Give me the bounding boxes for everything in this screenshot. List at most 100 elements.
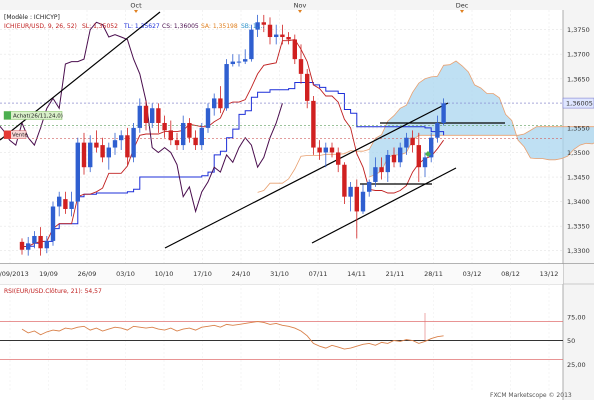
candle[interactable] — [280, 24, 285, 45]
candle[interactable] — [168, 120, 173, 146]
candle[interactable] — [50, 201, 56, 246]
candle[interactable] — [112, 132, 118, 155]
candle-body — [441, 103, 446, 123]
y-tick-label: 1,3750 — [567, 26, 590, 34]
candle[interactable] — [57, 191, 62, 217]
candle[interactable] — [329, 142, 335, 158]
candle[interactable] — [88, 135, 93, 173]
candle[interactable] — [267, 17, 273, 45]
x-tick-label: 04/09/2013 — [0, 270, 29, 278]
candle[interactable] — [162, 115, 167, 138]
candle[interactable] — [69, 191, 74, 217]
candle-body — [354, 186, 359, 212]
buy-signal-icon — [4, 111, 11, 120]
candle[interactable] — [137, 98, 142, 133]
candle[interactable] — [298, 44, 304, 84]
candle-body — [305, 73, 310, 101]
candle[interactable] — [385, 150, 390, 182]
candle[interactable] — [261, 14, 266, 33]
candle[interactable] — [119, 130, 124, 151]
candle[interactable] — [348, 181, 353, 212]
candle[interactable] — [19, 238, 25, 255]
candle[interactable] — [410, 130, 415, 153]
candle[interactable] — [243, 49, 248, 65]
x-tick-label: 13/12 — [540, 270, 559, 278]
senkou-span-b — [369, 126, 594, 178]
candle[interactable] — [75, 137, 80, 205]
candle[interactable] — [336, 147, 341, 173]
candle[interactable] — [125, 127, 130, 165]
chart-tab[interactable]: [Modèle : ICHICYP] — [4, 14, 60, 21]
candle-body — [311, 100, 316, 148]
candle[interactable] — [131, 122, 136, 163]
x-tick-label: 14/11 — [347, 270, 366, 278]
candle[interactable] — [379, 157, 384, 180]
candle[interactable] — [441, 98, 446, 126]
candle[interactable] — [106, 142, 111, 170]
candle[interactable] — [181, 115, 186, 151]
candle-body — [143, 105, 149, 123]
x-tick-label: 24/10 — [232, 270, 251, 278]
candle-body — [274, 34, 279, 38]
candle[interactable] — [274, 24, 279, 45]
candle[interactable] — [404, 132, 409, 155]
candle[interactable] — [205, 103, 211, 133]
candle[interactable] — [218, 86, 223, 114]
candle[interactable] — [249, 24, 254, 62]
rsi-line — [21, 321, 444, 350]
candle[interactable] — [26, 236, 31, 256]
candle[interactable] — [286, 32, 291, 45]
vente-flag-label: Vente — [12, 133, 28, 139]
candle[interactable] — [391, 147, 397, 168]
candle[interactable] — [305, 68, 310, 109]
candle[interactable] — [292, 34, 297, 65]
x-tick-label: 19/09 — [39, 270, 58, 278]
candle[interactable] — [317, 140, 322, 160]
candle[interactable] — [255, 14, 260, 38]
candle[interactable] — [323, 142, 328, 168]
candle[interactable] — [94, 130, 99, 153]
trend-line-main — [164, 102, 449, 249]
candle-body — [218, 98, 223, 109]
candle[interactable] — [32, 231, 37, 249]
candle-body — [323, 147, 328, 153]
time-axis-bg — [0, 0, 594, 10]
candle[interactable] — [342, 162, 347, 205]
candle[interactable] — [398, 142, 403, 168]
candle[interactable] — [156, 103, 161, 133]
candle-body — [94, 142, 99, 148]
candle[interactable] — [100, 137, 105, 163]
candle[interactable] — [360, 184, 366, 214]
candle[interactable] — [174, 132, 180, 151]
candle[interactable] — [230, 54, 235, 67]
candle[interactable] — [44, 235, 49, 254]
candle[interactable] — [311, 95, 316, 155]
candle-body — [50, 206, 56, 241]
candle[interactable] — [38, 227, 43, 256]
candle[interactable] — [422, 152, 428, 178]
candle[interactable] — [224, 59, 229, 111]
candle[interactable] — [150, 103, 155, 128]
candle[interactable] — [416, 132, 421, 182]
candle[interactable] — [81, 132, 87, 175]
candle-body — [137, 105, 142, 128]
candle[interactable] — [236, 54, 242, 67]
price-axis-bg — [563, 10, 594, 400]
candle-body — [236, 61, 242, 63]
candle[interactable] — [429, 132, 434, 163]
candle[interactable] — [435, 115, 440, 143]
candle[interactable] — [63, 191, 68, 214]
candle[interactable] — [212, 93, 217, 116]
candle[interactable] — [373, 157, 378, 187]
candle[interactable] — [193, 130, 198, 151]
x-tick-label: 17/10 — [193, 270, 212, 278]
candle[interactable] — [143, 100, 149, 131]
rsi-legend: RSI(EUR/USD.Clôture, 21): 54,57 — [4, 288, 102, 295]
candle[interactable] — [354, 179, 359, 239]
candle[interactable] — [187, 118, 192, 143]
candle[interactable] — [199, 122, 204, 151]
candle-body — [410, 137, 415, 146]
candle[interactable] — [367, 179, 372, 197]
